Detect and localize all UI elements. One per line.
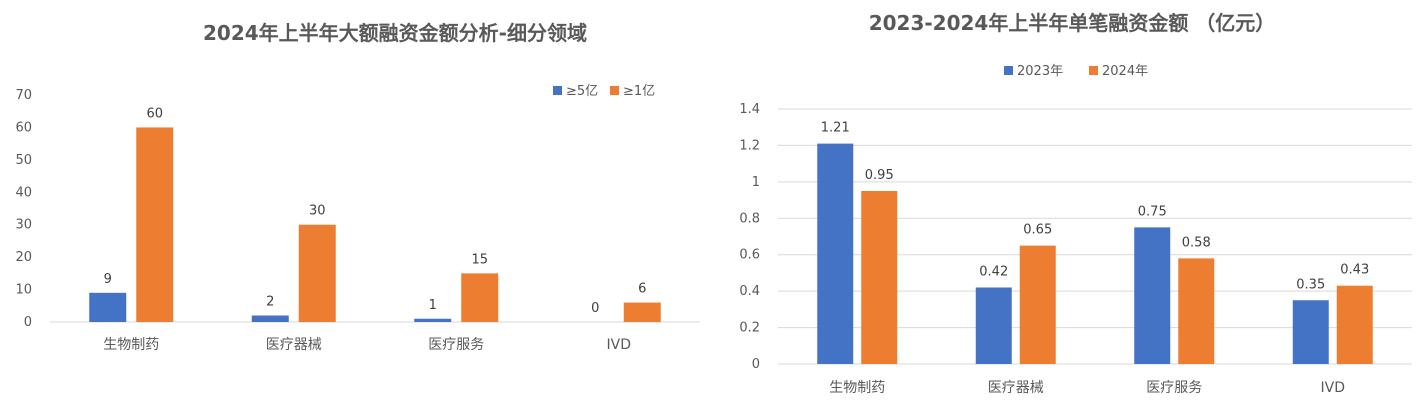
chart-1-bar <box>1178 258 1215 364</box>
chart-1-legend-swatch <box>1089 66 1098 75</box>
chart-1-data-label: 0.58 <box>1182 235 1211 250</box>
chart-0-y-tick-label: 40 <box>15 185 32 200</box>
chart-0-legend-swatch <box>553 86 562 95</box>
chart-1-bar <box>1134 227 1171 364</box>
chart-0-data-label: 9 <box>104 272 112 287</box>
chart-1-data-label: 0.95 <box>865 168 894 183</box>
chart-1-y-tick-label: 0.2 <box>739 321 760 336</box>
chart-1-y-tick-label: 1.2 <box>739 138 760 153</box>
chart-right-svg: 2023-2024年上半年单笔融资金额 （亿元） 0 0.2 0.4 0.6 0.8 1 1… <box>739 11 1412 396</box>
chart-0-data-label: 60 <box>146 106 163 121</box>
chart-0-bar <box>414 318 452 322</box>
chart-0-data-label: 6 <box>638 282 646 297</box>
chart-0-data-label: 15 <box>471 252 488 267</box>
chart-right-title: 2023-2024年上半年单笔融资金额 （亿元） <box>869 11 1276 35</box>
chart-1-data-label: 0.43 <box>1340 263 1369 278</box>
chart-0-bar <box>461 273 499 322</box>
chart-0-data-label: 30 <box>309 204 326 219</box>
chart-1-data-label: 0.75 <box>1138 204 1167 219</box>
chart-1-bar <box>1019 245 1056 364</box>
chart-0-category-label: 医疗服务 <box>428 337 484 353</box>
chart-1-y-tick-label: 1.4 <box>739 102 760 117</box>
chart-1-y-tick-label: 0.8 <box>739 211 760 226</box>
chart-panel-left: 2024年上半年大额融资金额分析-细分领域 0 10 20 30 40 50 60 70 生物制… <box>0 0 710 404</box>
chart-0-data-label: 0 <box>591 301 599 316</box>
chart-0-bar <box>298 224 336 322</box>
chart-1-bar <box>817 143 854 364</box>
chart-0-legend-swatch <box>610 86 619 95</box>
chart-0-data-label: 2 <box>266 295 274 310</box>
chart-1-category-label: IVD <box>1321 380 1346 396</box>
chart-0-bar <box>251 315 289 322</box>
chart-1-legend-label: 2024年 <box>1102 64 1148 79</box>
chart-1-bar <box>1336 285 1373 364</box>
chart-0-bar <box>136 127 174 322</box>
chart-1-legend-swatch <box>1004 66 1013 75</box>
chart-0-y-tick-label: 50 <box>15 153 32 168</box>
chart-0-y-tick-label: 30 <box>15 218 32 233</box>
chart-1-y-tick-label: 0.6 <box>739 248 760 263</box>
chart-0-y-tick-label: 0 <box>24 315 32 330</box>
chart-left-title: 2024年上半年大额融资金额分析-细分领域 <box>203 21 587 45</box>
chart-1-legend-label: 2023年 <box>1017 64 1063 79</box>
chart-1-y-tick-label: 1 <box>752 175 760 190</box>
chart-0-category-label: 生物制药 <box>103 337 159 353</box>
chart-1-data-label: 0.65 <box>1023 223 1052 238</box>
chart-1-category-label: 医疗服务 <box>1146 380 1202 396</box>
chart-1-bar <box>975 287 1012 364</box>
chart-0-data-label: 1 <box>429 298 437 313</box>
chart-0-bar <box>623 302 661 322</box>
chart-0-bar <box>89 292 127 322</box>
chart-0-legend-label: ≥1亿 <box>623 84 655 99</box>
chart-0-y-tick-label: 70 <box>15 88 32 103</box>
chart-1-category-label: 医疗器械 <box>988 380 1044 396</box>
chart-1-bar <box>1292 300 1329 364</box>
chart-0-y-tick-label: 10 <box>15 283 32 298</box>
chart-1-data-label: 0.42 <box>979 265 1008 280</box>
chart-left-svg: 2024年上半年大额融资金额分析-细分领域 010203040506070生物制… <box>15 21 700 353</box>
chart-panel-right: 2023-2024年上半年单笔融资金额 （亿元） 0 0.2 0.4 0.6 0.8 1 1… <box>712 0 1427 404</box>
chart-0-y-tick-label: 20 <box>15 250 32 265</box>
chart-0-legend-label: ≥5亿 <box>566 84 598 99</box>
chart-1-y-tick-label: 0.4 <box>739 284 760 299</box>
chart-1-y-tick-label: 0 <box>752 357 760 372</box>
chart-0-category-label: 医疗器械 <box>266 337 322 353</box>
chart-0-y-tick-label: 60 <box>15 120 32 135</box>
chart-1-category-label: 生物制药 <box>829 380 885 396</box>
chart-1-data-label: 1.21 <box>821 121 850 136</box>
chart-0-category-label: IVD <box>607 337 632 353</box>
chart-1-data-label: 0.35 <box>1296 277 1325 292</box>
chart-1-bar <box>861 190 898 364</box>
